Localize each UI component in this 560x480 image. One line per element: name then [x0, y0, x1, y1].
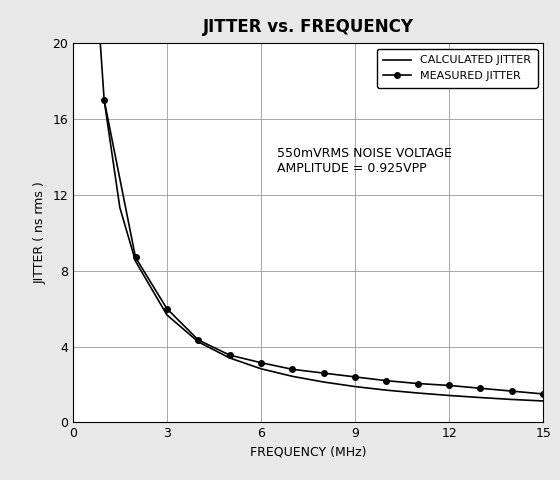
CALCULATED JITTER: [320, 379, 327, 385]
CALCULATED JITTER: [352, 384, 358, 389]
CALCULATED JITTER: [383, 387, 390, 393]
MEASURED JITTER: [132, 254, 139, 260]
MEASURED JITTER: [414, 381, 421, 386]
MEASURED JITTER: [101, 97, 108, 103]
MEASURED JITTER: [383, 378, 390, 384]
MEASURED JITTER: [352, 374, 358, 380]
X-axis label: FREQUENCY (MHz): FREQUENCY (MHz): [250, 446, 366, 459]
CALCULATED JITTER: [258, 366, 264, 372]
CALCULATED JITTER: [508, 396, 515, 402]
CALCULATED JITTER: [195, 339, 202, 345]
MEASURED JITTER: [258, 360, 264, 366]
MEASURED JITTER: [477, 385, 484, 391]
CALCULATED JITTER: [226, 355, 233, 361]
Title: JITTER vs. FREQUENCY: JITTER vs. FREQUENCY: [203, 18, 413, 36]
CALCULATED JITTER: [116, 204, 123, 210]
MEASURED JITTER: [540, 391, 547, 397]
MEASURED JITTER: [226, 352, 233, 358]
CALCULATED JITTER: [132, 258, 139, 264]
CALCULATED JITTER: [414, 390, 421, 396]
Y-axis label: JITTER ( ns rms ): JITTER ( ns rms ): [34, 181, 46, 284]
CALCULATED JITTER: [540, 398, 547, 404]
CALCULATED JITTER: [446, 393, 452, 398]
MEASURED JITTER: [446, 383, 452, 388]
MEASURED JITTER: [508, 388, 515, 394]
MEASURED JITTER: [164, 306, 170, 312]
MEASURED JITTER: [195, 337, 202, 343]
CALCULATED JITTER: [289, 373, 296, 379]
CALCULATED JITTER: [101, 97, 108, 103]
CALCULATED JITTER: [164, 312, 170, 318]
Legend: CALCULATED JITTER, MEASURED JITTER: CALCULATED JITTER, MEASURED JITTER: [377, 49, 538, 88]
MEASURED JITTER: [320, 370, 327, 376]
Line: MEASURED JITTER: MEASURED JITTER: [101, 97, 546, 397]
MEASURED JITTER: [289, 366, 296, 372]
CALCULATED JITTER: [477, 395, 484, 400]
Line: CALCULATED JITTER: CALCULATED JITTER: [82, 0, 543, 401]
Text: 550mVRMS NOISE VOLTAGE
AMPLITUDE = 0.925VPP: 550mVRMS NOISE VOLTAGE AMPLITUDE = 0.925…: [277, 147, 451, 176]
